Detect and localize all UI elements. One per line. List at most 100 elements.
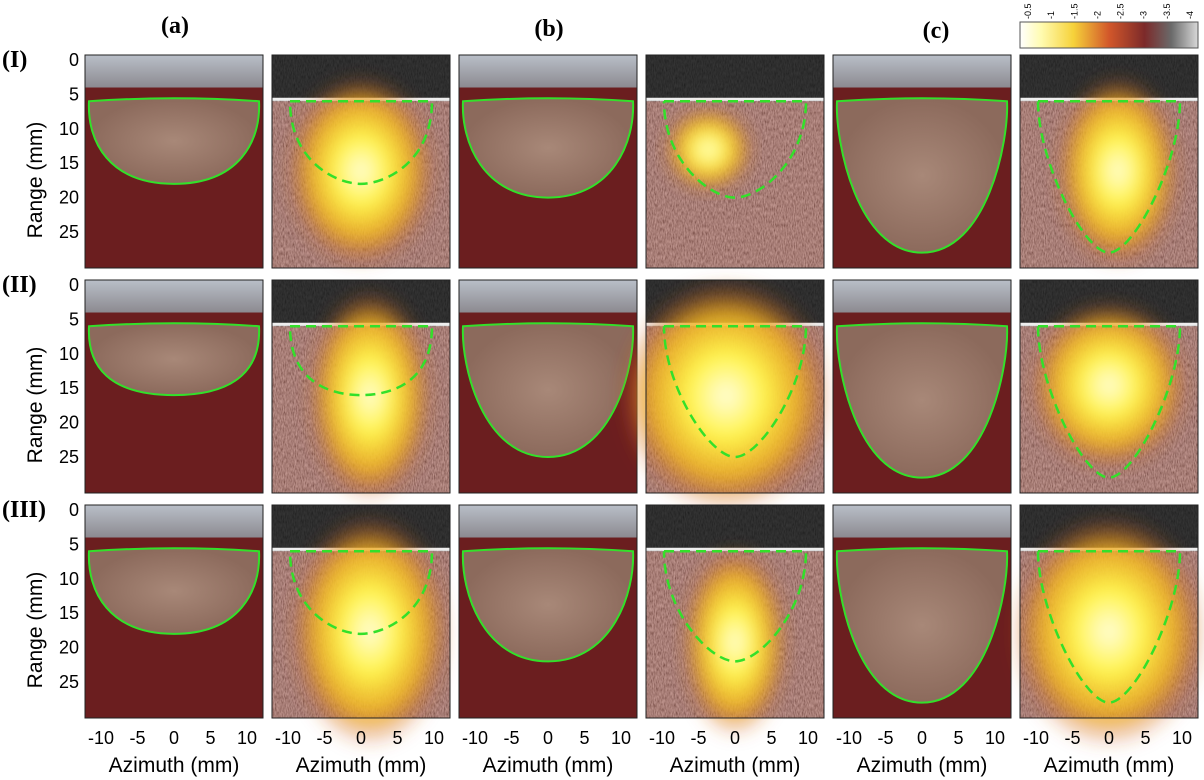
y-tick-label: 25 bbox=[59, 222, 79, 242]
colorbar-tick-label: -1 bbox=[1046, 11, 1056, 19]
x-tick-label: 0 bbox=[1104, 728, 1114, 748]
y-tick-label: 15 bbox=[59, 603, 79, 623]
x-tick-label: 5 bbox=[579, 728, 589, 748]
column-label: (a) bbox=[161, 13, 189, 39]
x-tick-label: 5 bbox=[953, 728, 963, 748]
x-tick-label: 0 bbox=[917, 728, 927, 748]
x-tick-label: 10 bbox=[985, 728, 1005, 748]
x-axis-label: Azimuth (mm) bbox=[109, 754, 240, 777]
water-layer bbox=[833, 280, 1011, 313]
x-tick-label: 0 bbox=[730, 728, 740, 748]
colorbar-tick-label: -2.5 bbox=[1116, 3, 1126, 19]
water-layer bbox=[85, 505, 263, 538]
figure: 0 5 10 15 20 25 (I) Range (mm) 0 5 10 15 20 25 (II) Ran… bbox=[0, 0, 1204, 780]
y-tick-label: 20 bbox=[59, 188, 79, 208]
image-panel bbox=[85, 505, 263, 718]
x-tick-label: 10 bbox=[237, 728, 257, 748]
image-panel bbox=[459, 55, 637, 268]
x-axis-label: Azimuth (mm) bbox=[296, 754, 427, 777]
heat-blob bbox=[619, 279, 833, 513]
x-tick-label: 10 bbox=[798, 728, 818, 748]
x-tick-label: -5 bbox=[1064, 728, 1080, 748]
water-layer bbox=[459, 280, 637, 313]
heat-blob bbox=[664, 107, 753, 192]
row-label: (III) bbox=[2, 497, 46, 523]
y-tick-label: 5 bbox=[69, 84, 79, 104]
y-tick-label: 15 bbox=[59, 153, 79, 173]
column-label: (c) bbox=[923, 18, 950, 44]
y-axis-label: Range (mm) bbox=[24, 122, 47, 239]
water-layer bbox=[833, 505, 1011, 538]
water-layer bbox=[85, 55, 263, 88]
image-panel bbox=[459, 280, 637, 493]
image-panel bbox=[833, 505, 1011, 718]
x-tick-label: 10 bbox=[424, 728, 444, 748]
image-panel bbox=[459, 505, 637, 718]
x-tick-label: 5 bbox=[766, 728, 776, 748]
x-tick-label: 0 bbox=[169, 728, 179, 748]
x-tick-label: 0 bbox=[543, 728, 553, 748]
x-tick-label: 5 bbox=[1140, 728, 1150, 748]
x-tick-label: 0 bbox=[356, 728, 366, 748]
colorbar-tick-label: -0.5 bbox=[1023, 3, 1033, 19]
image-panel bbox=[272, 505, 450, 749]
x-tick-label: -5 bbox=[129, 728, 145, 748]
y-tick-label: 20 bbox=[59, 413, 79, 433]
colorbar-tick-label: -3 bbox=[1139, 11, 1149, 19]
colorbar-tick-label: -3.5 bbox=[1162, 3, 1172, 19]
y-tick-label: 25 bbox=[59, 672, 79, 692]
column-label: (b) bbox=[534, 16, 563, 42]
heat-blob bbox=[286, 75, 436, 267]
x-axis-label: Azimuth (mm) bbox=[857, 754, 988, 777]
image-panel bbox=[85, 55, 263, 268]
x-tick-label: -10 bbox=[649, 728, 675, 748]
heat-blob bbox=[1011, 514, 1204, 748]
image-panel bbox=[646, 55, 824, 268]
y-tick-label: 0 bbox=[69, 275, 79, 295]
water-layer bbox=[459, 55, 637, 88]
y-tick-label: 10 bbox=[59, 119, 79, 139]
y-tick-label: 5 bbox=[69, 309, 79, 329]
y-tick-label: 25 bbox=[59, 447, 79, 467]
y-tick-label: 10 bbox=[59, 344, 79, 364]
x-tick-label: 5 bbox=[205, 728, 215, 748]
y-tick-label: 20 bbox=[59, 638, 79, 658]
water-layer bbox=[833, 55, 1011, 88]
heat-blob bbox=[682, 546, 789, 738]
x-tick-label: -10 bbox=[836, 728, 862, 748]
image-panel bbox=[1020, 55, 1198, 268]
x-tick-label: -10 bbox=[462, 728, 488, 748]
x-axis-label: Azimuth (mm) bbox=[483, 754, 614, 777]
colorbar-tick-label: -4 bbox=[1185, 11, 1195, 19]
near-field bbox=[646, 505, 824, 549]
heat-blob bbox=[290, 514, 450, 748]
x-tick-label: -10 bbox=[88, 728, 114, 748]
y-axis-label: Range (mm) bbox=[24, 347, 47, 464]
y-tick-label: 5 bbox=[69, 534, 79, 554]
image-panel bbox=[619, 279, 833, 513]
image-panel bbox=[272, 280, 450, 502]
x-axis-label: Azimuth (mm) bbox=[670, 754, 801, 777]
image-panel bbox=[646, 505, 824, 738]
heat-blob bbox=[1056, 75, 1181, 267]
x-tick-label: -5 bbox=[503, 728, 519, 748]
y-tick-label: 0 bbox=[69, 50, 79, 70]
y-tick-label: 10 bbox=[59, 569, 79, 589]
y-axis-label: Range (mm) bbox=[24, 572, 47, 689]
water-layer bbox=[459, 505, 637, 538]
x-tick-label: -5 bbox=[877, 728, 893, 748]
x-tick-label: 10 bbox=[1172, 728, 1192, 748]
y-tick-label: 0 bbox=[69, 500, 79, 520]
image-panel bbox=[1020, 280, 1198, 493]
x-tick-label: -5 bbox=[316, 728, 332, 748]
row-label: (II) bbox=[2, 272, 37, 298]
water-layer bbox=[85, 280, 263, 313]
x-tick-label: 5 bbox=[392, 728, 402, 748]
colorbar-tick-label: -2 bbox=[1092, 11, 1102, 19]
x-tick-label: -10 bbox=[1023, 728, 1049, 748]
image-panel bbox=[272, 55, 450, 268]
image-panel bbox=[833, 280, 1011, 493]
image-panel bbox=[85, 280, 263, 493]
row-label: (I) bbox=[2, 47, 27, 73]
x-tick-label: 10 bbox=[611, 728, 631, 748]
